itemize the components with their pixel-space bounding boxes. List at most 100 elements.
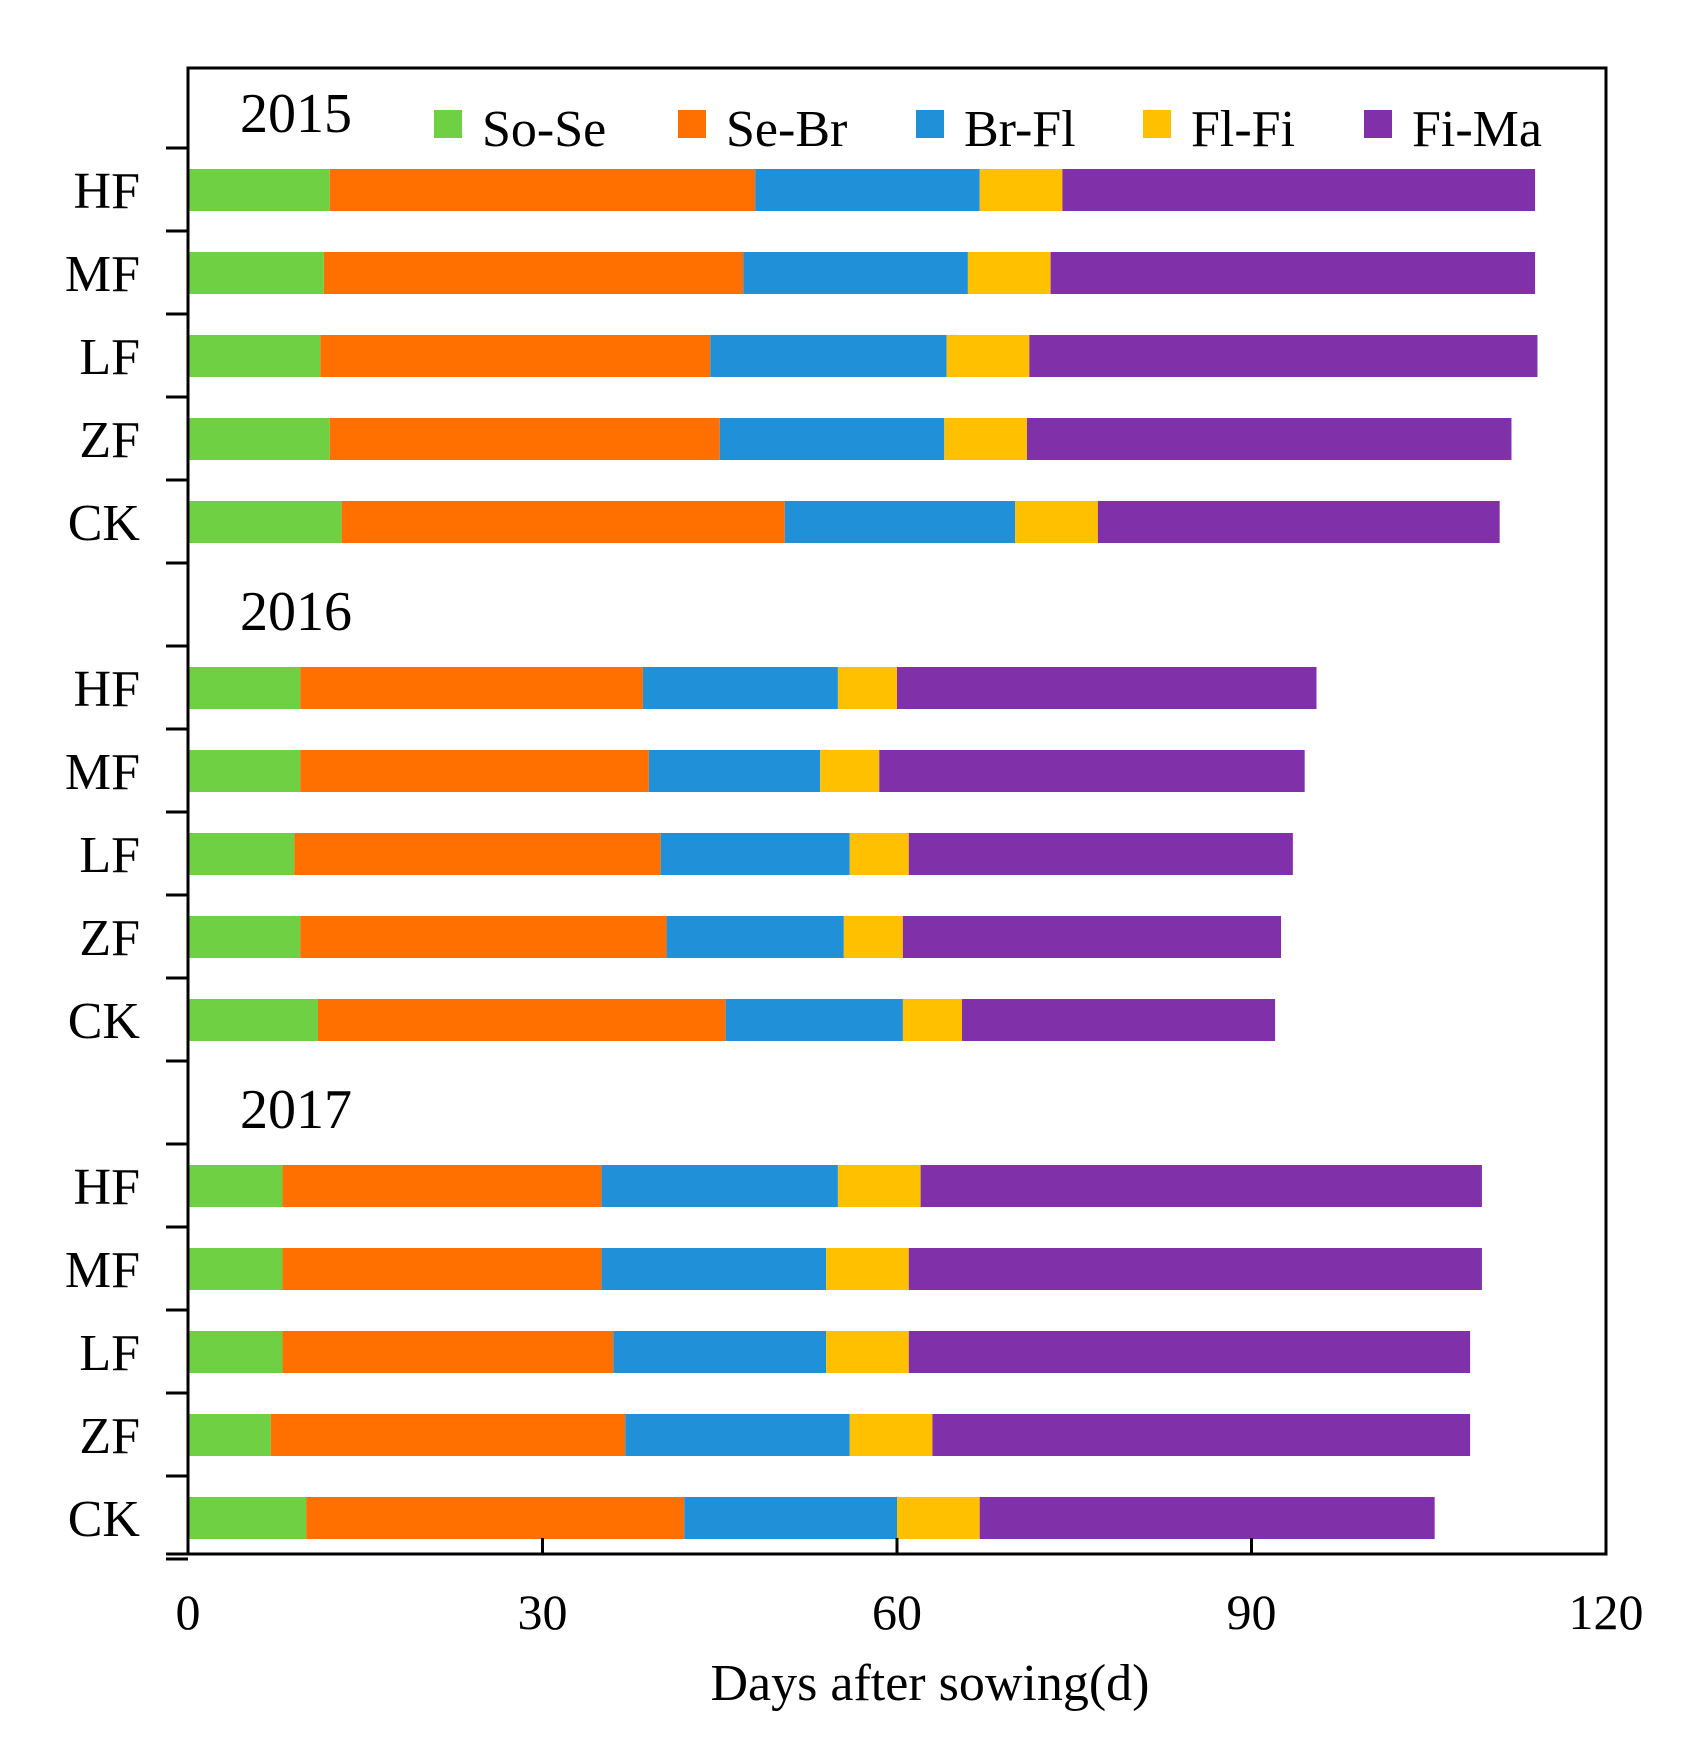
bar-segment-br-fl (710, 335, 947, 377)
bar-segment-se-br (282, 1248, 602, 1290)
bar-segment-fi-ma (897, 667, 1317, 709)
axis-layer (166, 146, 1608, 1561)
category-label: CK (68, 993, 141, 1050)
bar-segment-se-br (282, 1331, 614, 1373)
bar-segment-so-se (188, 667, 301, 709)
bar-segment-se-br (329, 418, 720, 460)
bar-segment-br-fl (625, 1414, 850, 1456)
bar-segment-se-br (341, 501, 785, 543)
bar-segment-br-fl (613, 1331, 827, 1373)
bar-segment-br-fl (666, 916, 844, 958)
category-label: MF (65, 744, 140, 801)
bar-segment-fi-ma (879, 750, 1305, 792)
bar-segment-br-fl (642, 667, 838, 709)
bar-segment-fl-fi (946, 335, 1030, 377)
bar-segment-so-se (188, 252, 324, 294)
category-label: ZF (79, 1408, 140, 1465)
bars-layer (188, 169, 1538, 1539)
bar-segment-se-br (300, 750, 649, 792)
legend: So-Se Se-Br Br-Fl Fl-Fi Fi-Ma (434, 101, 1542, 158)
bar-segment-fi-ma (1026, 418, 1512, 460)
legend-label: So-Se (482, 101, 606, 158)
x-tick-label: 30 (518, 1584, 568, 1640)
legend-swatch (1364, 110, 1392, 138)
x-tick-label: 0 (176, 1584, 201, 1640)
bar-segment-fi-ma (908, 1331, 1471, 1373)
bar-segment-fi-ma (1050, 252, 1536, 294)
bar-segment-so-se (188, 169, 330, 211)
bar-segment-fi-ma (908, 833, 1293, 875)
bar-segment-se-br (323, 252, 744, 294)
bar-segment-so-se (188, 1165, 283, 1207)
bar-segment-fi-ma (932, 1414, 1471, 1456)
bar-segment-br-fl (660, 833, 850, 875)
bar-segment-fl-fi (843, 916, 903, 958)
bar-segment-fi-ma (1097, 501, 1500, 543)
year-label: 2015 (240, 83, 352, 145)
category-label: LF (79, 329, 140, 386)
bar-segment-fl-fi (902, 999, 962, 1041)
x-tick-label: 90 (1227, 1584, 1277, 1640)
bar-segment-so-se (188, 501, 342, 543)
bar-segment-fl-fi (979, 169, 1063, 211)
legend-swatch (916, 110, 944, 138)
bar-segment-fi-ma (908, 1248, 1482, 1290)
bar-segment-so-se (188, 1497, 307, 1539)
bar-segment-fl-fi (967, 252, 1051, 294)
bar-segment-fl-fi (820, 750, 880, 792)
bar-segment-br-fl (601, 1248, 827, 1290)
x-axis-title: Days after sowing(d) (711, 1655, 1150, 1712)
bar-segment-fl-fi (944, 418, 1027, 460)
bar-segment-br-fl (743, 252, 968, 294)
category-label: HF (74, 661, 140, 718)
bar-segment-fl-fi (849, 1414, 933, 1456)
category-label: LF (79, 827, 140, 884)
bar-segment-se-br (282, 1165, 602, 1207)
bar-segment-br-fl (684, 1497, 897, 1539)
bar-segment-so-se (188, 1248, 283, 1290)
legend-label: Fl-Fi (1191, 101, 1295, 158)
bar-segment-br-fl (648, 750, 821, 792)
category-label: LF (79, 1325, 140, 1382)
bar-segment-so-se (188, 999, 318, 1041)
bar-segment-so-se (188, 1331, 283, 1373)
bar-segment-fl-fi (837, 1165, 921, 1207)
bar-segment-br-fl (719, 418, 945, 460)
bar-segment-se-br (320, 335, 711, 377)
legend-swatch (1143, 110, 1171, 138)
bar-segment-se-br (270, 1414, 626, 1456)
bar-segment-se-br (300, 916, 667, 958)
bar-segment-br-fl (784, 501, 1016, 543)
bar-segment-fl-fi (849, 833, 909, 875)
bar-segment-fi-ma (979, 1497, 1435, 1539)
category-label: MF (65, 1242, 140, 1299)
legend-label: Fi-Ma (1412, 101, 1542, 158)
category-label: CK (68, 1491, 141, 1548)
bar-segment-so-se (188, 833, 295, 875)
x-tick-label: 60 (872, 1584, 922, 1640)
category-label: ZF (79, 910, 140, 967)
legend-swatch (434, 110, 462, 138)
category-label: ZF (79, 412, 140, 469)
legend-label: Se-Br (726, 101, 847, 158)
year-label: 2016 (240, 581, 352, 643)
year-label: 2017 (240, 1079, 352, 1141)
bar-segment-se-br (294, 833, 661, 875)
bar-segment-fi-ma (961, 999, 1276, 1041)
bar-segment-fl-fi (897, 1497, 980, 1539)
bar-segment-br-fl (755, 169, 980, 211)
bar-segment-br-fl (601, 1165, 838, 1207)
bar-segment-se-br (300, 667, 643, 709)
bar-segment-so-se (188, 418, 330, 460)
category-label: HF (74, 163, 140, 220)
bar-segment-fl-fi (826, 1331, 909, 1373)
bar-segment-so-se (188, 750, 301, 792)
x-tick-label: 120 (1569, 1584, 1644, 1640)
bar-segment-so-se (188, 916, 301, 958)
bar-segment-fl-fi (826, 1248, 909, 1290)
bar-segment-so-se (188, 335, 321, 377)
legend-swatch (678, 110, 706, 138)
category-label: HF (74, 1159, 140, 1216)
bar-segment-fi-ma (902, 916, 1282, 958)
